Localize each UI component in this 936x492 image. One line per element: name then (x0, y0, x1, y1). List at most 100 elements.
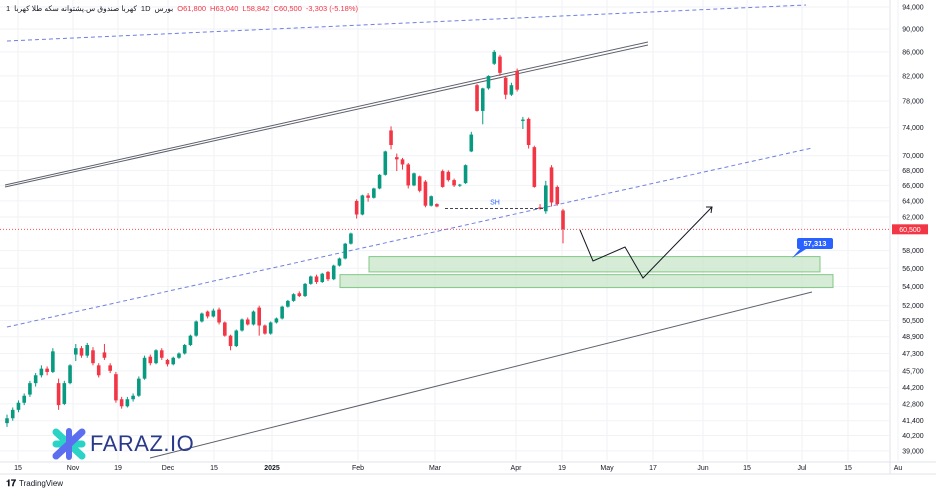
candle-body (142, 357, 147, 379)
candle (182, 343, 187, 355)
candle (326, 271, 330, 282)
candle-body (320, 273, 325, 282)
candle-body (10, 409, 15, 419)
candle-body (452, 180, 456, 186)
candle (234, 329, 239, 348)
candle (320, 272, 325, 283)
price-tick-label: 45,700 (902, 368, 924, 375)
grid (0, 0, 936, 475)
time-tick-label: 19 (558, 465, 566, 472)
candle-body (549, 167, 554, 203)
candle-body (205, 311, 210, 317)
candle-body (245, 319, 250, 325)
time-tick-label: 15 (14, 465, 22, 472)
candle-body (274, 318, 279, 323)
candle-body (85, 345, 90, 356)
candle (360, 194, 365, 216)
price-tick-label: 74,000 (902, 125, 924, 132)
candle (102, 343, 107, 360)
candle (119, 396, 124, 409)
timeframe[interactable]: 1D (140, 4, 151, 13)
candle-body (171, 357, 176, 365)
candle-body (349, 233, 353, 244)
candle-body (509, 85, 514, 95)
candle (423, 180, 428, 208)
candle-body (228, 335, 233, 347)
time-tick-label: Au (894, 465, 903, 472)
candle (544, 180, 548, 214)
time-tick-label: 15 (210, 465, 218, 472)
candle (223, 321, 227, 337)
candle (463, 164, 468, 184)
candle (240, 318, 244, 332)
time-axis[interactable]: 15 Nov 19 Dec 15 2025 Feb Mar Apr 19 May 17 Jun 15 Jul… (14, 465, 902, 472)
candle-body (251, 311, 256, 325)
candle-body (297, 293, 302, 297)
candle-body (119, 399, 124, 407)
candle (16, 400, 21, 413)
candle (131, 393, 135, 402)
price-tick-label: 86,000 (902, 49, 924, 56)
time-tick-label: 15 (743, 465, 751, 472)
candle (79, 346, 84, 358)
candle-body (331, 265, 336, 280)
tradingview-footer[interactable]: 𝟏𝟕 TradingView (6, 478, 63, 489)
time-tick-label: Nov (67, 465, 80, 472)
high-value: H63,040 (210, 4, 239, 13)
logo-text: FARAZ.IO (90, 431, 195, 456)
candle (245, 317, 250, 326)
price-tick-label: 94,000 (902, 5, 924, 12)
price-tick-label: 58,000 (902, 248, 924, 255)
candle-body (526, 118, 531, 146)
price-tick-label: 78,000 (902, 99, 924, 106)
candle (498, 54, 502, 76)
candle (125, 396, 130, 408)
candle-body (131, 395, 135, 400)
open-value: O61,800 (177, 4, 207, 13)
candle (91, 347, 95, 366)
candle-body (51, 351, 55, 372)
target-price-badge (797, 238, 833, 249)
candle-body (383, 151, 388, 175)
price-tick-label: 56,000 (902, 266, 924, 273)
low-value: L58,842 (242, 4, 270, 13)
candle-body (200, 313, 204, 322)
price-tick-label: 40,200 (902, 433, 924, 440)
candle (194, 320, 198, 337)
price-tick-label: 42,800 (902, 401, 924, 408)
candle-body (125, 399, 130, 407)
candle-body (62, 383, 67, 404)
close-value: C60,500 (273, 4, 302, 13)
candle-body (492, 51, 497, 64)
candle-body (343, 243, 347, 259)
time-tick-label: May (600, 465, 614, 472)
candle (486, 75, 491, 90)
candle (503, 75, 508, 100)
candle-body (480, 88, 485, 111)
channel-upper-line-2 (4, 44, 649, 188)
candle-body (435, 204, 439, 207)
candle-body (475, 85, 479, 111)
channel-upper-line (4, 41, 649, 186)
change-value: -3,303 (-5.18%) (305, 4, 358, 13)
price-tick-label: 64,000 (902, 198, 924, 205)
swing-high-label: SH (490, 200, 500, 207)
candle-body (165, 359, 170, 365)
time-tick-label: 19 (114, 465, 122, 472)
candle-body (458, 184, 462, 186)
candle (73, 343, 78, 362)
candle-body (211, 310, 216, 317)
price-axis[interactable]: 94,000 90,000 86,000 82,000 78,000 74,000 70,0… (892, 5, 928, 456)
candle-body (326, 271, 330, 280)
candle (515, 68, 519, 92)
overlay: SH 57,313 (0, 200, 890, 279)
candle-body (182, 345, 187, 354)
candle (165, 358, 170, 367)
drawings (4, 4, 834, 459)
symbol-name[interactable]: کهربا صندوق س.پشتوانه سکه طلا کهربا (14, 4, 137, 13)
asterisk-logo-icon (52, 428, 86, 460)
candle (509, 82, 514, 96)
candle-body (423, 181, 428, 206)
candle-body (263, 325, 267, 334)
